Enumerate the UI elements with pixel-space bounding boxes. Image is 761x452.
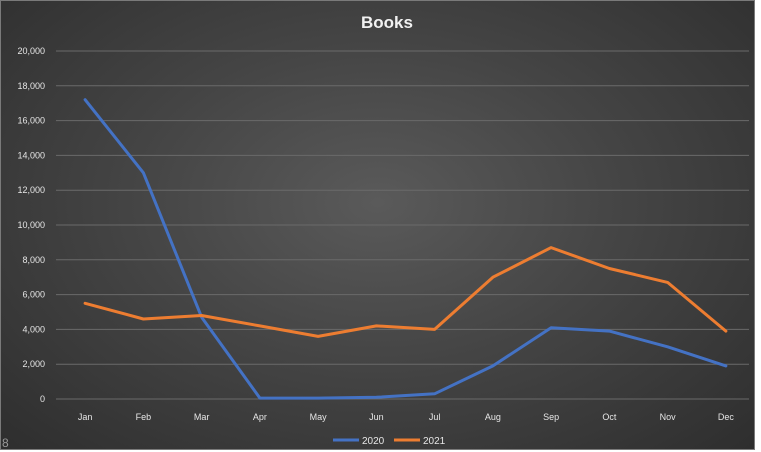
x-tick-label: Sep <box>543 412 559 422</box>
y-tick-label: 8,000 <box>22 255 45 265</box>
x-tick-label: May <box>310 412 328 422</box>
legend-label-2021: 2021 <box>423 436 446 447</box>
series-line-2020 <box>83 98 728 400</box>
x-tick-label: Nov <box>660 412 677 422</box>
y-tick-label: 6,000 <box>22 290 45 300</box>
x-tick-label: Mar <box>194 412 210 422</box>
y-tick-label: 20,000 <box>17 46 45 56</box>
y-tick-label: 0 <box>40 394 45 404</box>
legend: 2020 2021 <box>333 436 446 447</box>
y-axis-ticks: 0 2,000 4,000 6,000 8,000 10,000 12,000 14,000 1… <box>17 46 45 404</box>
legend-label-2020: 2020 <box>362 436 385 447</box>
y-tick-label: 16,000 <box>17 116 45 126</box>
x-axis-ticks: Jan Feb Mar Apr May Jun Jul Aug Sep Oct Nov Dec <box>78 412 735 422</box>
chart-title: Books <box>361 13 413 32</box>
x-tick-label: Aug <box>485 412 501 422</box>
corner-text: 8 <box>2 436 9 450</box>
y-tick-label: 18,000 <box>17 81 45 91</box>
x-tick-label: Dec <box>718 412 735 422</box>
y-tick-label: 14,000 <box>17 150 45 160</box>
y-tick-label: 10,000 <box>17 220 45 230</box>
x-tick-label: Jun <box>369 412 384 422</box>
gridlines <box>56 50 749 400</box>
x-tick-label: Jan <box>78 412 93 422</box>
series-lines <box>83 98 728 400</box>
x-tick-label: Apr <box>253 412 267 422</box>
y-tick-label: 4,000 <box>22 324 45 334</box>
x-tick-label: Jul <box>429 412 441 422</box>
x-tick-label: Feb <box>136 412 152 422</box>
y-tick-label: 2,000 <box>22 359 45 369</box>
series-line-2021 <box>83 246 728 338</box>
y-tick-label: 12,000 <box>17 185 45 195</box>
x-tick-label: Oct <box>602 412 617 422</box>
